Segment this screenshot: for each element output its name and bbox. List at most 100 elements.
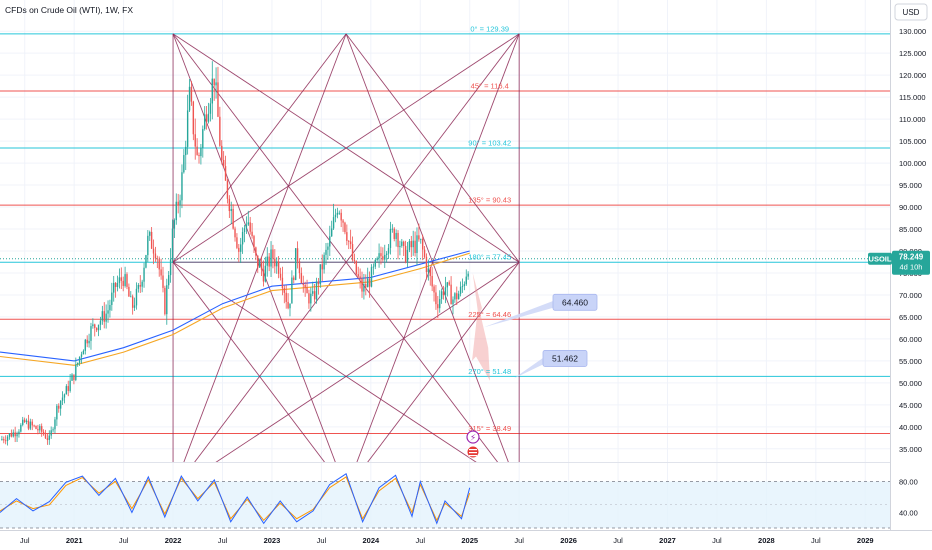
candle-body — [372, 266, 375, 268]
candle-body — [69, 380, 71, 391]
oscillator-tick-label: 40.00 — [899, 509, 918, 518]
candle-body — [452, 299, 454, 305]
candle-body — [150, 231, 153, 249]
lightning-event-icon[interactable] — [466, 430, 480, 444]
candle-body — [196, 146, 198, 155]
candle-body — [338, 212, 340, 214]
candle-body — [40, 426, 43, 432]
candle-body — [384, 254, 386, 260]
time-tick-label: Jul — [811, 536, 821, 545]
time-tick-label: Jul — [613, 536, 623, 545]
candle-body — [435, 292, 437, 305]
candle-body — [440, 291, 443, 300]
projection-arrow — [472, 273, 490, 381]
candle-body — [287, 301, 289, 309]
candle-body — [300, 273, 303, 284]
flag-stripe-icon — [469, 455, 477, 457]
candle-body — [228, 198, 231, 212]
candle-body — [308, 293, 310, 304]
candle-body — [207, 113, 210, 122]
price-tick-label: 105.000 — [899, 137, 926, 146]
gann-level-labels: 0° = 129.39 45° = 116.4 90° = 103.42 135° =… — [468, 24, 511, 433]
candle-body — [365, 284, 367, 288]
candle-body — [59, 400, 62, 409]
price-tick-label: 70.000 — [899, 291, 922, 300]
candle-body — [167, 275, 170, 286]
gann-level-label: 180° = 77.45 — [468, 253, 511, 262]
price-tick-label: 35.000 — [899, 445, 922, 454]
candle-body — [285, 292, 287, 302]
candle-body — [467, 273, 469, 277]
candle-body — [330, 228, 333, 237]
stochastic-pane[interactable] — [0, 473, 890, 529]
candle-body — [456, 293, 458, 300]
price-tick-label: 125.000 — [899, 49, 926, 58]
candle-body — [8, 433, 11, 437]
bar-countdown: 4d 10h — [900, 263, 923, 272]
price-tick-label: 50.000 — [899, 379, 922, 388]
oscillator-scale[interactable]: 40.00 80.00 — [899, 478, 918, 518]
candle-body — [145, 255, 147, 268]
candle-body — [217, 82, 219, 117]
candle-body — [31, 421, 33, 426]
currency-button[interactable] — [894, 3, 928, 21]
time-tick-label: Jul — [218, 536, 228, 545]
time-tick-label: 2021 — [66, 536, 83, 545]
target-callout-box[interactable] — [552, 293, 598, 311]
candle-body — [166, 285, 168, 315]
symbol-title[interactable]: CFDs on Crude Oil (WTI), 1W, FX — [5, 5, 133, 15]
candle-body — [67, 386, 69, 391]
candle-body — [408, 241, 411, 250]
symbol-badge — [868, 252, 892, 265]
candle-body — [359, 276, 361, 279]
price-tick-label: 55.000 — [899, 357, 922, 366]
candle-body — [374, 260, 376, 267]
candle-body — [147, 235, 149, 256]
candle-body — [186, 110, 189, 147]
candle-body — [346, 232, 348, 241]
candle-body — [283, 288, 286, 293]
candle-body — [135, 288, 138, 306]
candle-body — [361, 278, 363, 292]
time-scale[interactable]: Jul 2021 Jul 2022 Jul 2023 Jul 2024 Jul 2025 Jul 20… — [20, 536, 874, 545]
candle-body — [84, 339, 86, 351]
candle-body — [65, 386, 68, 395]
candle-body — [376, 258, 378, 261]
candle-body — [234, 228, 236, 238]
price-pane[interactable]: 0° = 129.39 45° = 116.4 90° = 103.42 135° =… — [0, 0, 890, 528]
candle-body — [406, 249, 409, 262]
candle-body — [240, 244, 242, 252]
candle-body — [20, 424, 22, 432]
candle-body — [245, 224, 248, 229]
time-tick-label: 2022 — [165, 536, 182, 545]
candle-body — [264, 265, 267, 282]
candle-body — [412, 240, 414, 248]
candle-body — [429, 268, 431, 276]
candle-body — [37, 428, 39, 431]
candle-body — [391, 228, 394, 230]
price-tick-label: 60.000 — [899, 335, 922, 344]
candle-body — [185, 146, 187, 156]
candle-body — [274, 258, 276, 267]
candle-body — [35, 425, 37, 429]
candle-body — [243, 228, 246, 232]
candle-body — [448, 282, 450, 285]
candle-body — [101, 311, 104, 321]
event-icons[interactable]: ⚡ — [466, 430, 480, 459]
candle-body — [421, 238, 424, 250]
candle-body — [349, 241, 352, 245]
candle-body — [56, 405, 58, 420]
candle-body — [221, 145, 223, 160]
current-price-tag[interactable]: USOIL 78.249 4d 10h — [868, 250, 930, 275]
candle-body — [334, 214, 337, 218]
candle-body — [395, 232, 397, 239]
candle-body — [99, 320, 102, 325]
target-callout-box[interactable] — [542, 350, 588, 367]
candle-body — [355, 261, 358, 275]
moving-average-line — [0, 252, 470, 366]
candle-body — [162, 275, 164, 288]
candle-body — [416, 235, 418, 254]
candle-body — [58, 405, 60, 409]
candle-body — [370, 267, 373, 287]
